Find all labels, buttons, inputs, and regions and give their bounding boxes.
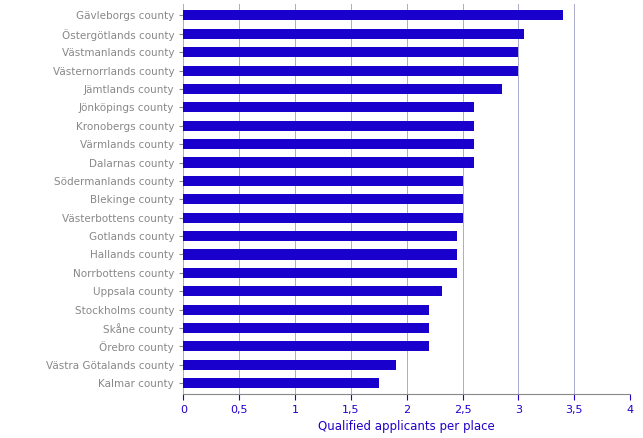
Bar	[183, 268, 457, 278]
Bar	[183, 341, 429, 351]
Bar	[183, 212, 462, 223]
Bar	[183, 378, 379, 388]
Bar	[183, 231, 457, 241]
Bar	[183, 47, 518, 57]
Bar	[183, 102, 474, 113]
Bar	[183, 84, 502, 94]
Bar	[183, 286, 442, 296]
Bar	[183, 139, 474, 149]
X-axis label: Qualified applicants per place: Qualified applicants per place	[318, 420, 495, 433]
Bar	[183, 323, 429, 333]
Bar	[183, 29, 524, 39]
Bar	[183, 360, 395, 370]
Bar	[183, 304, 429, 314]
Bar	[183, 157, 474, 168]
Bar	[183, 66, 518, 76]
Bar	[183, 194, 462, 205]
Bar	[183, 11, 563, 21]
Bar	[183, 249, 457, 259]
Bar	[183, 176, 462, 186]
Bar	[183, 121, 474, 131]
